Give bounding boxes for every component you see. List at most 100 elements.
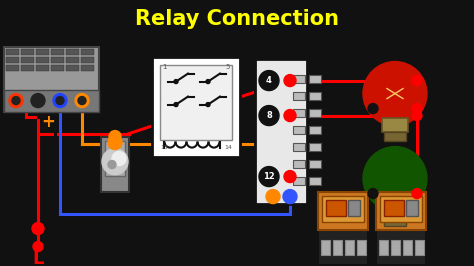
- Bar: [309, 92, 321, 99]
- Text: -: -: [23, 115, 29, 128]
- Circle shape: [284, 74, 296, 86]
- Circle shape: [368, 103, 378, 114]
- Bar: [105, 140, 125, 176]
- Circle shape: [109, 131, 121, 143]
- Bar: [36, 49, 49, 55]
- Circle shape: [284, 171, 296, 182]
- Circle shape: [9, 94, 23, 107]
- Circle shape: [259, 70, 279, 90]
- Text: L: L: [32, 250, 44, 266]
- Circle shape: [34, 97, 42, 105]
- Circle shape: [259, 167, 279, 186]
- Text: 8: 8: [266, 111, 272, 120]
- Bar: [4, 47, 99, 111]
- Circle shape: [206, 103, 210, 107]
- Bar: [293, 109, 305, 117]
- Circle shape: [108, 136, 122, 149]
- Circle shape: [412, 103, 422, 114]
- Bar: [309, 126, 321, 134]
- Bar: [318, 227, 368, 265]
- Bar: [51, 65, 64, 70]
- Circle shape: [368, 189, 378, 199]
- Bar: [81, 49, 94, 55]
- Bar: [6, 65, 19, 70]
- Bar: [36, 65, 49, 70]
- Text: 4: 4: [266, 76, 272, 85]
- Bar: [384, 217, 406, 226]
- Circle shape: [363, 61, 427, 126]
- Bar: [21, 57, 34, 63]
- Bar: [255, 59, 307, 203]
- Circle shape: [50, 242, 60, 252]
- Text: +: +: [41, 113, 55, 131]
- Bar: [403, 240, 412, 255]
- Bar: [309, 143, 321, 151]
- Circle shape: [12, 97, 20, 105]
- Bar: [345, 240, 354, 255]
- Bar: [391, 240, 400, 255]
- Bar: [6, 49, 19, 55]
- Circle shape: [283, 190, 297, 203]
- Bar: [309, 109, 321, 117]
- Bar: [322, 196, 364, 222]
- Text: 5: 5: [226, 64, 230, 70]
- Circle shape: [284, 110, 296, 122]
- Circle shape: [56, 97, 64, 105]
- Bar: [36, 57, 49, 63]
- Bar: [81, 65, 94, 70]
- Circle shape: [112, 152, 126, 165]
- Bar: [152, 57, 240, 157]
- Bar: [415, 240, 424, 255]
- Text: 1: 1: [162, 64, 166, 70]
- Bar: [348, 200, 360, 215]
- Circle shape: [174, 80, 178, 84]
- Text: N: N: [47, 250, 63, 266]
- Bar: [382, 118, 408, 132]
- Bar: [309, 160, 321, 168]
- Bar: [293, 143, 305, 151]
- Circle shape: [363, 147, 427, 211]
- Bar: [66, 57, 79, 63]
- Bar: [357, 240, 366, 255]
- Bar: [379, 240, 388, 255]
- Circle shape: [49, 223, 61, 235]
- Bar: [21, 65, 34, 70]
- Circle shape: [412, 76, 422, 86]
- Bar: [51, 57, 64, 63]
- Bar: [51, 49, 64, 55]
- Bar: [376, 227, 426, 265]
- Bar: [318, 192, 368, 230]
- Circle shape: [266, 190, 280, 203]
- Bar: [293, 92, 305, 99]
- Bar: [376, 192, 426, 230]
- Text: 13: 13: [160, 144, 168, 149]
- Circle shape: [53, 94, 67, 107]
- Circle shape: [32, 223, 44, 235]
- Circle shape: [75, 94, 89, 107]
- Bar: [21, 49, 34, 55]
- Circle shape: [259, 106, 279, 126]
- Bar: [380, 196, 422, 222]
- Bar: [384, 200, 404, 215]
- Circle shape: [412, 111, 422, 120]
- Bar: [81, 57, 94, 63]
- Bar: [293, 126, 305, 134]
- Circle shape: [174, 103, 178, 107]
- Bar: [66, 65, 79, 70]
- Circle shape: [31, 94, 45, 107]
- Bar: [321, 240, 330, 255]
- Bar: [293, 177, 305, 185]
- Bar: [160, 65, 232, 140]
- Text: 12: 12: [263, 172, 275, 181]
- Bar: [309, 74, 321, 82]
- Text: Relay Connection: Relay Connection: [135, 9, 339, 29]
- Circle shape: [412, 189, 422, 199]
- Bar: [101, 136, 129, 192]
- Text: 14: 14: [224, 144, 232, 149]
- Bar: [326, 200, 346, 215]
- Circle shape: [108, 161, 116, 169]
- Bar: [382, 203, 408, 217]
- Circle shape: [78, 97, 86, 105]
- Bar: [293, 74, 305, 82]
- Bar: [333, 240, 342, 255]
